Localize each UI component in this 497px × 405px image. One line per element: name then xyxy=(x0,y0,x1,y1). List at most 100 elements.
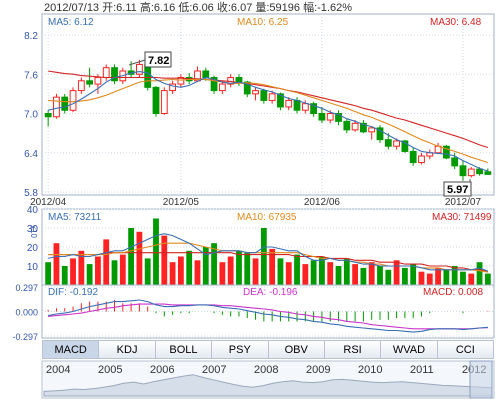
candle-body xyxy=(335,113,342,122)
tab-rsi[interactable]: RSI xyxy=(324,340,382,359)
price-tick-label: 7.6 xyxy=(24,70,38,81)
volume-bar xyxy=(78,250,85,285)
volume-bar xyxy=(169,262,176,285)
volume-bar xyxy=(327,262,334,285)
volume-bar xyxy=(310,260,317,285)
indicator-tabs: MACD KDJ BOLL PSY OBV RSI WVAD CCI xyxy=(42,340,494,359)
candle-body xyxy=(160,90,168,114)
volume-bar xyxy=(468,273,475,285)
price-grid xyxy=(42,14,494,195)
candle-body xyxy=(243,81,251,95)
candle-body xyxy=(252,90,259,95)
dif-line xyxy=(47,299,488,333)
volume-ma5-line xyxy=(47,233,489,272)
volume-bar xyxy=(368,262,375,285)
volume-bar xyxy=(426,273,433,285)
price-tick-label: 6.4 xyxy=(24,149,38,160)
macd-lines xyxy=(47,299,488,333)
price-panel xyxy=(41,13,495,196)
macd-axis-labels: 0.297 0.000 -0.297 xyxy=(12,283,38,342)
candle-body xyxy=(476,168,483,175)
candle-body xyxy=(69,90,77,111)
candle-body xyxy=(77,80,85,92)
candle-body xyxy=(111,67,118,82)
candle-body xyxy=(53,96,60,118)
candle-body xyxy=(467,168,475,177)
date-tick-label: 2012/07 xyxy=(445,197,482,208)
candle-body xyxy=(210,77,218,92)
vol-ma10-label: MA10: 67935 xyxy=(237,212,297,223)
volume-bar xyxy=(194,260,201,285)
date-axis-labels: 2012/04 2012/05 2012/06 2012/07 xyxy=(30,197,481,208)
volume-tick-label: 40 xyxy=(27,205,39,216)
tab-macd[interactable]: MACD xyxy=(42,340,100,359)
volume-bar xyxy=(443,269,450,285)
volume-bar xyxy=(352,264,359,285)
timeline-year-label: 2004 xyxy=(46,364,70,376)
volume-moving-averages xyxy=(47,233,489,273)
timeline-year-label: 2011 xyxy=(410,364,434,376)
volume-bar xyxy=(111,260,118,285)
volume-bar xyxy=(484,273,491,285)
low-callout-box xyxy=(443,181,472,197)
volume-bar xyxy=(410,264,417,285)
tab-boll[interactable]: BOLL xyxy=(155,340,213,359)
candle-body xyxy=(368,127,376,133)
candle-body xyxy=(44,113,52,118)
candle-body xyxy=(418,155,425,164)
volume-bar xyxy=(136,231,143,285)
volume-bar xyxy=(219,262,226,285)
price-tick-label: 5.8 xyxy=(24,188,38,199)
candle-body xyxy=(310,103,318,114)
vol-unit-label: x10 xyxy=(29,225,38,238)
candle-body xyxy=(268,93,276,101)
timeline-year-label: 2005 xyxy=(98,364,122,376)
volume-bar xyxy=(302,264,309,285)
volume-bar xyxy=(119,254,126,285)
timeline-area xyxy=(43,374,493,397)
high-callout: 7.82 xyxy=(148,55,169,67)
volume-bar xyxy=(202,247,209,285)
volume-bar xyxy=(161,235,168,285)
tab-obv[interactable]: OBV xyxy=(268,340,325,359)
volume-bar xyxy=(393,260,400,285)
volume-bar xyxy=(153,218,159,285)
macd-label: MACD: 0.008 xyxy=(423,287,483,298)
candle-body xyxy=(202,70,210,79)
volume-bar xyxy=(260,228,267,285)
date-tick-label: 2012/06 xyxy=(304,197,341,208)
volume-bar xyxy=(335,266,342,285)
candle-body xyxy=(459,165,467,177)
candle-body xyxy=(94,77,102,85)
volume-tick-label: 20 xyxy=(27,243,39,254)
high-callout-line xyxy=(128,59,146,66)
candle-body xyxy=(144,63,152,88)
volume-bar xyxy=(277,258,284,285)
volume-bar xyxy=(360,267,367,285)
quote-header: 2012/07/13 开:6.11 高:6.16 低:6.06 收:6.07 量… xyxy=(44,0,352,14)
tab-cci[interactable]: CCI xyxy=(437,340,494,359)
candle-body xyxy=(102,67,110,79)
tab-psy[interactable]: PSY xyxy=(212,340,269,359)
macd-grid xyxy=(42,286,494,337)
timeline-year-label: 2010 xyxy=(358,364,382,376)
tab-wvad[interactable]: WVAD xyxy=(381,340,438,359)
candlesticks xyxy=(44,59,492,181)
volume-bar xyxy=(86,264,93,285)
volume-bar xyxy=(244,252,251,285)
vol-ma30-label: MA30: 71499 xyxy=(432,212,492,223)
volume-bar xyxy=(435,267,441,285)
price-moving-averages xyxy=(47,70,489,172)
date-tick-label: 2012/05 xyxy=(163,197,200,208)
price-tick-label: 7.0 xyxy=(24,110,38,121)
volume-bar xyxy=(252,258,259,285)
timeline-selection-handle[interactable] xyxy=(469,360,493,399)
volume-bar xyxy=(294,254,300,285)
volume-bar xyxy=(285,262,292,285)
tab-kdj[interactable]: KDJ xyxy=(99,340,156,359)
candle-body xyxy=(285,99,293,108)
timeline-area-fill xyxy=(43,374,493,397)
candle-body xyxy=(218,83,226,92)
macd-tick-label: 0.297 xyxy=(15,283,38,293)
volume-bar xyxy=(418,271,425,285)
